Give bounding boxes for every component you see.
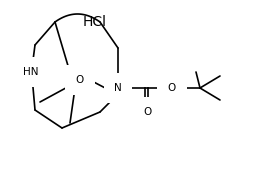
Text: HN: HN [23,67,39,77]
Text: O: O [168,83,176,93]
Text: O: O [76,75,84,85]
Text: HCl: HCl [83,15,107,29]
Text: O: O [144,107,152,117]
Text: N: N [114,83,122,93]
